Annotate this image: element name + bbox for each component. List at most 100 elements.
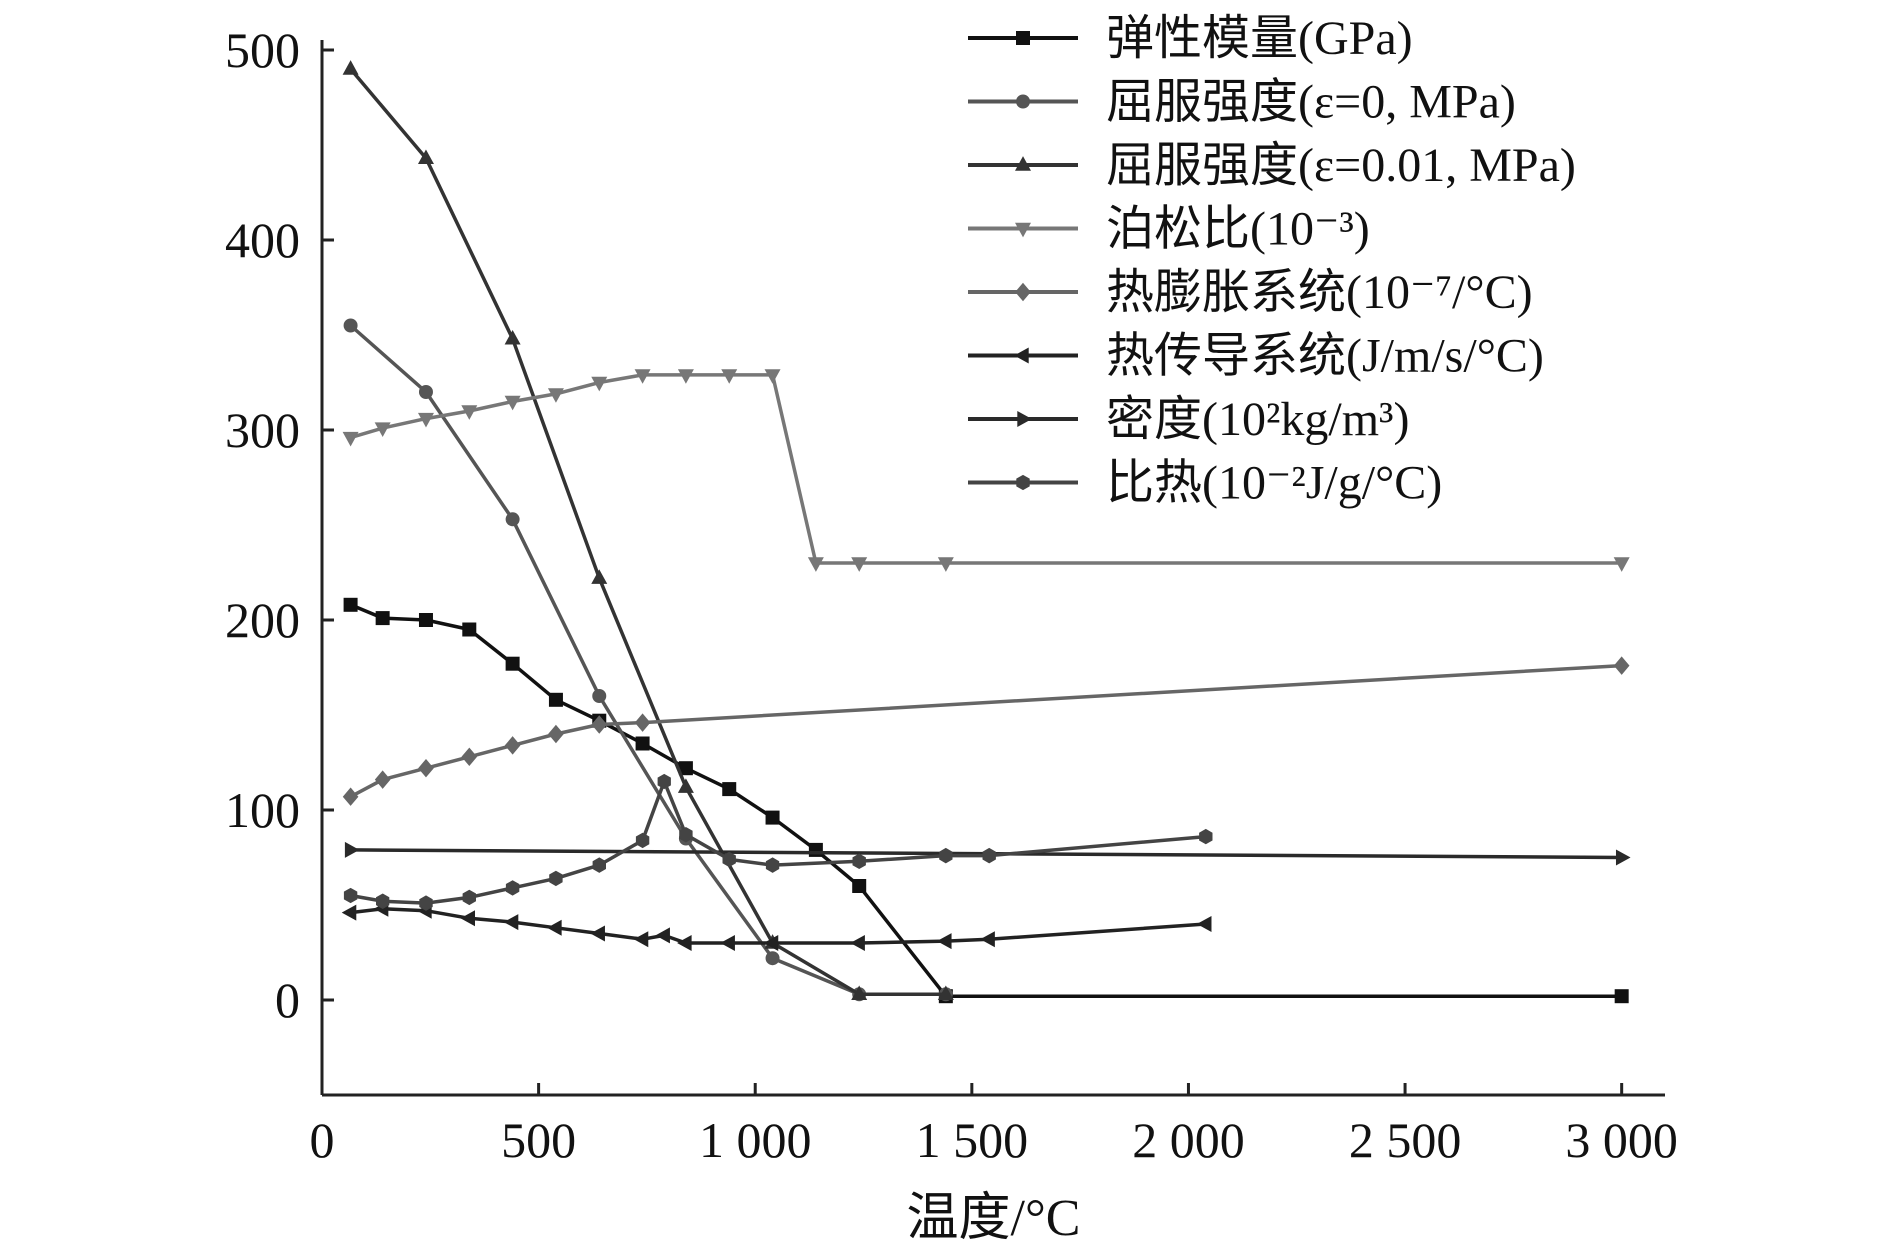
data-point bbox=[505, 512, 520, 527]
x-tick-label: 500 bbox=[501, 1112, 576, 1168]
legend-marker bbox=[1015, 156, 1031, 171]
legend-item: 比热(10⁻²J/g/°C) bbox=[968, 457, 1442, 510]
legend-marker bbox=[1016, 31, 1030, 45]
data-point bbox=[937, 557, 954, 572]
series-5 bbox=[342, 656, 1630, 806]
y-tick-label: 200 bbox=[225, 592, 300, 648]
data-point bbox=[852, 853, 866, 869]
legend-item: 密度(10²kg/m³) bbox=[968, 393, 1409, 446]
data-point bbox=[850, 935, 865, 951]
data-point bbox=[374, 770, 391, 789]
data-point bbox=[547, 919, 562, 936]
data-point bbox=[344, 841, 360, 858]
legend-label: 热传导系统(J/m/s/°C) bbox=[1106, 330, 1544, 383]
data-point bbox=[677, 369, 694, 384]
data-point bbox=[765, 810, 780, 825]
legend-item: 屈服强度(ε=0, MPa) bbox=[968, 76, 1516, 129]
data-point bbox=[763, 935, 779, 951]
data-point bbox=[549, 870, 563, 887]
legend-label: 弹性模量(GPa) bbox=[1106, 12, 1413, 65]
legend-item: 热膨胀系统(10⁻⁷/°C) bbox=[968, 266, 1533, 319]
data-point bbox=[635, 832, 650, 849]
data-point bbox=[1199, 828, 1213, 845]
series-line bbox=[350, 907, 1206, 945]
data-point bbox=[633, 931, 649, 948]
x-tick-label: 3 000 bbox=[1565, 1112, 1678, 1168]
x-tick-label: 1 500 bbox=[916, 1112, 1029, 1168]
y-tick-label: 400 bbox=[225, 212, 300, 268]
data-point bbox=[342, 787, 359, 806]
x-tick-label: 0 bbox=[310, 1112, 335, 1168]
data-point bbox=[343, 597, 358, 612]
data-point bbox=[417, 149, 434, 164]
series-line bbox=[349, 67, 946, 997]
data-point bbox=[657, 773, 671, 790]
data-point bbox=[504, 329, 521, 345]
legend-marker bbox=[1014, 347, 1029, 364]
data-point bbox=[342, 60, 359, 75]
data-point bbox=[341, 904, 357, 921]
data-point bbox=[591, 376, 608, 392]
data-point bbox=[939, 847, 953, 864]
series-2 bbox=[343, 318, 953, 1002]
legend-item: 泊松比(10⁻³) bbox=[968, 203, 1370, 256]
legend-label: 密度(10²kg/m³) bbox=[1106, 393, 1409, 446]
series-8 bbox=[343, 773, 1213, 911]
data-point bbox=[461, 747, 478, 767]
data-point bbox=[503, 914, 519, 931]
data-point bbox=[1613, 656, 1630, 675]
data-point bbox=[418, 385, 433, 399]
legend-marker bbox=[1015, 282, 1031, 302]
series-line bbox=[349, 324, 946, 997]
y-tick-label: 0 bbox=[275, 972, 300, 1028]
legend-marker bbox=[1017, 411, 1032, 427]
y-tick-label: 100 bbox=[225, 782, 300, 838]
legend-label: 屈服强度(ε=0, MPa) bbox=[1106, 76, 1516, 129]
data-point bbox=[417, 412, 434, 428]
data-point bbox=[505, 656, 520, 671]
data-point bbox=[504, 395, 521, 411]
data-point bbox=[1613, 557, 1630, 572]
legend-label: 泊松比(10⁻³) bbox=[1106, 203, 1370, 256]
data-point bbox=[547, 388, 564, 403]
data-point bbox=[679, 827, 693, 843]
data-point bbox=[852, 879, 867, 893]
data-point bbox=[1615, 849, 1631, 866]
data-point bbox=[374, 422, 391, 437]
data-point bbox=[343, 318, 358, 333]
data-point bbox=[505, 880, 520, 896]
series-3 bbox=[342, 60, 954, 1000]
data-point bbox=[462, 622, 477, 637]
data-point bbox=[462, 889, 476, 906]
x-axis-title: 温度/°C bbox=[907, 1190, 1081, 1247]
data-point bbox=[376, 893, 390, 909]
series-layer bbox=[341, 60, 1631, 1004]
data-point bbox=[765, 857, 780, 873]
data-point bbox=[548, 692, 563, 707]
x-tick-label: 2 000 bbox=[1132, 1112, 1245, 1168]
data-point bbox=[722, 851, 736, 868]
data-point bbox=[504, 736, 521, 755]
data-point bbox=[677, 935, 692, 951]
legend-label: 热膨胀系统(10⁻⁷/°C) bbox=[1106, 266, 1533, 319]
data-point bbox=[635, 736, 650, 751]
data-point bbox=[722, 782, 737, 797]
data-point bbox=[764, 369, 781, 384]
data-point bbox=[634, 369, 651, 384]
data-point bbox=[677, 778, 694, 793]
y-tick-label: 300 bbox=[225, 402, 300, 458]
data-point bbox=[419, 895, 433, 911]
data-point bbox=[720, 935, 735, 951]
legend-item: 热传导系统(J/m/s/°C) bbox=[968, 330, 1544, 383]
data-point bbox=[851, 985, 868, 1000]
data-point bbox=[980, 931, 995, 948]
data-point bbox=[591, 715, 608, 734]
data-point bbox=[851, 557, 868, 572]
series-line bbox=[350, 779, 1206, 905]
legend: 弹性模量(GPa) 屈服强度(ε=0, MPa) 屈服强度(ε=0.01, MPa)… bbox=[968, 12, 1576, 510]
data-point bbox=[721, 369, 738, 384]
legend-marker bbox=[1015, 222, 1031, 238]
series-6 bbox=[341, 900, 1212, 951]
legend-marker bbox=[1016, 474, 1030, 491]
